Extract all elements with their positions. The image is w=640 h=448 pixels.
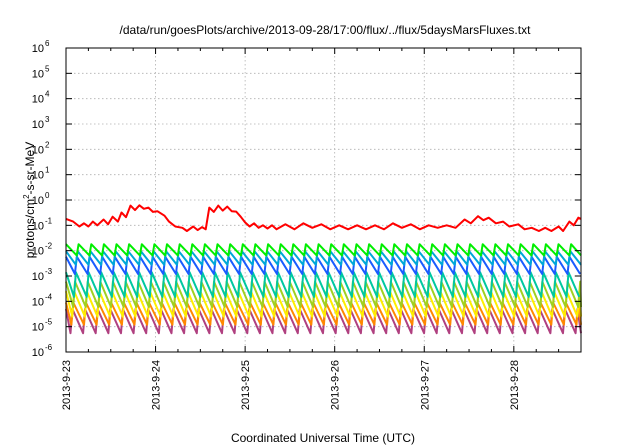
y-tick-label: 10 <box>32 195 44 207</box>
y-tick-exponent: 5 <box>45 64 50 73</box>
y-tick-exponent: 1 <box>45 166 50 175</box>
y-tick-exponent: 0 <box>45 191 50 200</box>
y-tick-label: 10 <box>32 43 44 55</box>
y-tick-label: 10 <box>32 119 44 131</box>
y-axis-label: protons/cm2-s-sr-MeV <box>22 142 37 258</box>
y-tick-label: 10 <box>32 170 44 182</box>
series-line-2 <box>65 243 582 257</box>
y-tick-exponent: -5 <box>45 318 53 327</box>
x-tick-label: 2013-9-27 <box>419 360 431 410</box>
x-tick-label: 2013-9-25 <box>240 360 252 410</box>
y-tick-label: 10 <box>32 94 44 106</box>
x-axis-ticks: 2013-9-23 2013-9-24 2013-9-25 2013-9-26 2013… <box>61 48 582 410</box>
y-tick-exponent: -4 <box>45 292 53 301</box>
y-axis-label-superscript: 2 <box>22 194 31 199</box>
y-tick-label: 10 <box>32 322 44 334</box>
y-tick-exponent: 4 <box>45 90 50 99</box>
y-tick-exponent: -2 <box>45 242 53 251</box>
y-tick-exponent: -1 <box>45 216 53 225</box>
y-tick-label: 10 <box>32 347 44 359</box>
y-tick-exponent: -3 <box>45 267 53 276</box>
x-tick-label: 2013-9-28 <box>509 360 521 410</box>
x-tick-label: 2013-9-23 <box>61 360 73 410</box>
y-tick-label: 10 <box>32 144 44 156</box>
y-tick-exponent: 6 <box>45 39 50 48</box>
y-tick-label: 10 <box>32 220 44 232</box>
series-layer <box>65 204 582 335</box>
x-tick-label: 2013-9-24 <box>151 360 163 410</box>
series-line-3 <box>65 250 582 266</box>
x-axis-label: Coordinated Universal Time (UTC) <box>231 431 415 445</box>
x-tick-label: 2013-9-26 <box>330 360 342 410</box>
y-tick-label: 10 <box>32 68 44 80</box>
y-axis-label-base: protons/cm <box>23 199 37 258</box>
y-tick-label: 10 <box>32 271 44 283</box>
y-tick-exponent: 2 <box>45 140 50 149</box>
series-line-1 <box>65 204 582 232</box>
y-tick-label: 10 <box>32 246 44 258</box>
y-tick-exponent: 3 <box>45 115 50 124</box>
series-line-5 <box>65 271 581 298</box>
y-axis-label-rest: -s-sr-MeV <box>23 142 37 195</box>
y-tick-label: 10 <box>32 296 44 308</box>
y-tick-exponent: -6 <box>45 343 53 352</box>
chart-title: /data/run/goesPlots/archive/2013-09-28/1… <box>120 23 532 37</box>
y-axis-ticks: 10 -610 -510 -410 -310 -210 -110 010 110 210 310 41… <box>32 39 581 359</box>
